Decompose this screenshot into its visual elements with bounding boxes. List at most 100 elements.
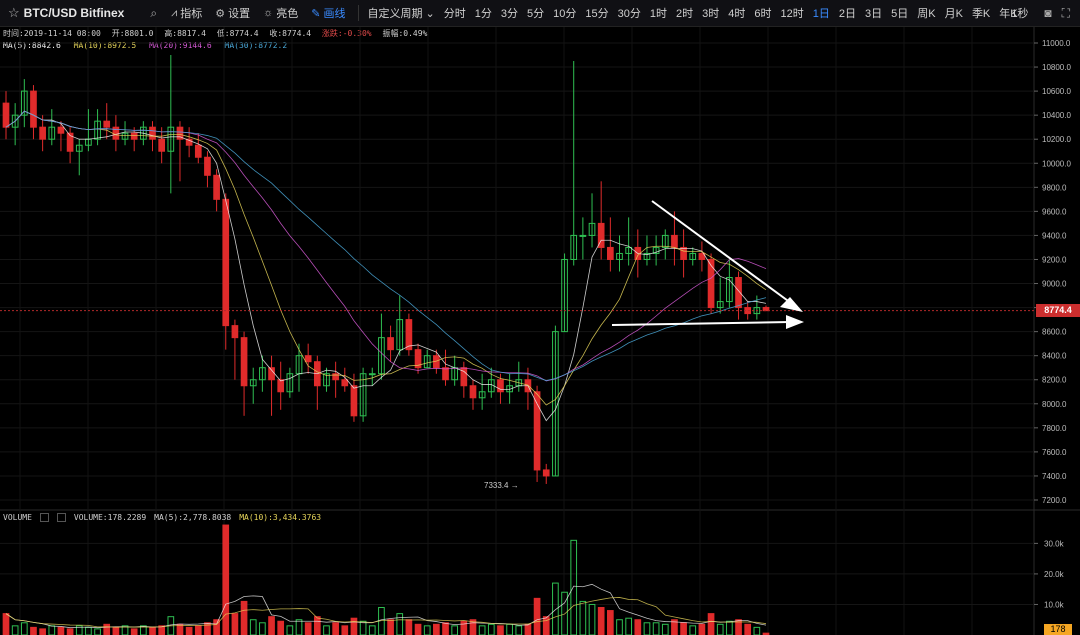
volume-bar-down: [533, 597, 541, 635]
candlestick-chart[interactable]: 11000.0 10800.0 10600.0 10400.0 10200.0 10000…: [0, 27, 1080, 635]
candle-up: [643, 252, 651, 260]
arrowhead-descending: [780, 297, 803, 312]
candle-down: [149, 126, 156, 140]
volume-bar-down: [698, 623, 706, 635]
candle-up: [167, 126, 175, 152]
volume-bar-down: [313, 616, 321, 635]
volume-bar-down: [524, 623, 532, 635]
volume-bar-down: [350, 617, 358, 635]
volume-bar-up: [588, 603, 596, 635]
ma10-value: MA(10):8972.5: [73, 41, 137, 50]
volume-readout: VOLUME VOLUME:178.2289 MA(5):2,778.8038 …: [3, 513, 329, 522]
volume-bar-down: [744, 623, 752, 635]
candle-down: [39, 126, 46, 140]
volume-bar-down: [414, 623, 422, 635]
volume-ma5-line: [5, 583, 767, 629]
volume-bar-down: [185, 626, 193, 635]
volume-bar-down: [680, 622, 687, 635]
candle-up: [652, 246, 660, 254]
low-price-marker: 7333.4 →: [484, 481, 519, 490]
favorite-star-icon[interactable]: ☆: [8, 5, 20, 20]
theme-toggle-button[interactable]: ☼ 亮色: [263, 5, 298, 21]
symbol-title[interactable]: BTC/USD Bitfinex: [23, 6, 125, 20]
gear-icon: ⚙: [215, 7, 226, 20]
candle-down: [680, 246, 687, 260]
indicator-close-icon[interactable]: [56, 513, 66, 522]
volume-bar-down: [735, 619, 742, 635]
candle-up: [368, 373, 376, 376]
period-tab-16[interactable]: 5日: [891, 8, 909, 20]
candle-down: [194, 144, 202, 158]
period-tab-14[interactable]: 2日: [838, 8, 856, 20]
volume-bar-up: [661, 623, 669, 635]
volume-bar-down: [671, 619, 678, 635]
volume-bar-down: [2, 613, 10, 635]
current-volume-tag: 178: [1044, 624, 1072, 635]
volume-bar-up: [451, 625, 459, 635]
period-tab-19[interactable]: 季K: [971, 8, 991, 20]
sun-icon: ☼: [263, 7, 274, 19]
custom-period-dropdown[interactable]: 自定义周期 ⌄: [367, 5, 434, 21]
period-tab-8[interactable]: 2时: [676, 8, 694, 20]
volume-bar-down: [222, 524, 230, 635]
indicators-button[interactable]: ⩘ 指标: [171, 5, 202, 21]
volume-bar-down: [57, 626, 65, 635]
period-tab-17[interactable]: 周K: [917, 8, 936, 20]
period-tab-4[interactable]: 10分: [553, 8, 577, 20]
period-tab-10[interactable]: 4时: [728, 8, 746, 20]
period-tab-9[interactable]: 3时: [702, 8, 720, 20]
custom-period-label: 自定义周期: [367, 8, 423, 20]
period-tab-15[interactable]: 3日: [865, 8, 883, 20]
candle-up: [75, 144, 83, 152]
volume-bar-up: [726, 620, 733, 635]
ohlc-open: 开:8801.0: [111, 29, 154, 38]
period-tab-3[interactable]: 5分: [527, 8, 545, 20]
ohlc-readout: 时间:2019-11-14 08:00 开:8801.0 高:8817.4 低:…: [3, 28, 433, 39]
price-axis-label: 10600.0: [1042, 87, 1071, 96]
candle-up: [753, 307, 761, 315]
period-tab-13[interactable]: 1日: [812, 8, 830, 20]
period-tab-2[interactable]: 3分: [500, 8, 518, 20]
price-axis-label: 10400.0: [1042, 111, 1071, 120]
price-axis-label: 9800.0: [1042, 183, 1067, 192]
candle-down: [671, 234, 678, 248]
candle-up: [588, 222, 596, 236]
candle-up: [716, 301, 724, 309]
period-tab-12[interactable]: 12时: [780, 8, 804, 20]
candle-down: [606, 246, 614, 260]
period-tab-0[interactable]: 分时: [443, 8, 466, 20]
volume-bar-down: [66, 628, 74, 635]
settings-button[interactable]: ⚙ 设置: [215, 5, 250, 21]
period-tab-6[interactable]: 30分: [617, 8, 641, 20]
period-tab-1[interactable]: 1分: [474, 8, 492, 20]
candle-down: [222, 198, 230, 327]
interval-selector[interactable]: 1秒: [1011, 8, 1029, 20]
period-tab-20[interactable]: 年K: [999, 8, 1018, 20]
candle-down: [542, 469, 550, 477]
search-icon[interactable]: ⌕: [150, 5, 158, 20]
candle-down: [497, 379, 504, 393]
volume-bar-down: [497, 625, 504, 635]
period-tab-18[interactable]: 月K: [944, 8, 963, 20]
price-axis-label: 10000.0: [1042, 159, 1071, 168]
volume-bar-up: [753, 626, 761, 635]
theme-label: 亮色: [276, 8, 299, 20]
draw-button[interactable]: ✎ 画线: [311, 5, 345, 21]
camera-icon[interactable]: ◙: [1044, 6, 1052, 20]
period-tab-5[interactable]: 15分: [585, 8, 609, 20]
candle-down: [231, 325, 239, 339]
volume-bar-up: [11, 625, 19, 635]
fullscreen-icon[interactable]: ⛶: [1061, 5, 1070, 20]
indicators-label: 指标: [180, 8, 203, 20]
volume-bar-down: [277, 620, 285, 635]
candle-down: [130, 132, 138, 140]
volume-bar-down: [597, 607, 605, 635]
indicator-settings-icon[interactable]: [39, 513, 49, 522]
candle-down: [533, 391, 541, 471]
price-axis-label: 7400.0: [1042, 472, 1067, 481]
volume-bar-up: [94, 628, 101, 635]
period-tab-11[interactable]: 6时: [754, 8, 772, 20]
period-tab-7[interactable]: 1时: [649, 8, 667, 20]
volume-bar-down: [460, 620, 468, 635]
volume-bar-up: [515, 625, 523, 635]
